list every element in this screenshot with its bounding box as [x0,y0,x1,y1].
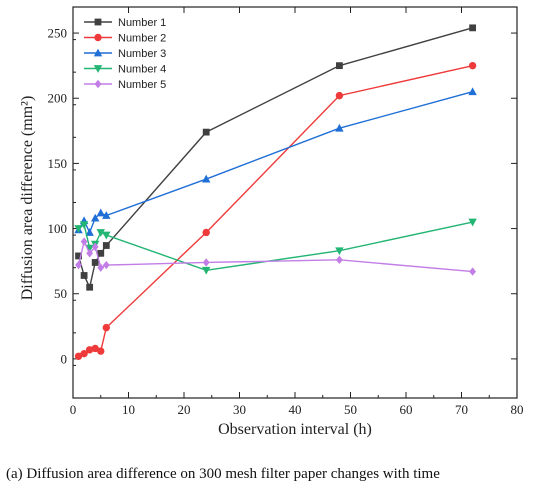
legend-label: Number 3 [118,48,166,60]
data-point [91,242,99,252]
data-point [96,229,105,237]
legend-label: Number 2 [118,33,166,45]
legend-marker [94,18,102,26]
data-point [469,24,476,32]
data-point [97,249,105,257]
data-point [96,208,105,217]
data-point [91,213,100,222]
data-point [80,237,88,246]
legend-item: Number 5 [84,79,166,91]
line-chart: 0 10 20 30 40 50 60 70 80 0 50 100 150 200 250 Number … [19,6,524,438]
series-5 [75,237,476,276]
data-point [468,61,477,70]
y-tick-label: 250 [48,26,68,41]
data-point [102,231,111,240]
data-point [91,344,99,353]
x-tick-label: 40 [289,402,302,417]
figure-caption: (a) Diffusion area difference on 300 mes… [6,466,440,483]
data-point [75,252,82,260]
data-point [86,283,94,291]
legend-item: Number 2 [84,33,166,45]
x-tick-label: 10 [122,402,135,417]
legend-label: Number 5 [118,79,166,91]
y-tick-label: 0 [61,351,68,366]
legend-marker [94,79,102,89]
data-point [79,221,89,230]
data-point [202,174,211,183]
data-point [102,211,111,219]
x-tick-label: 30 [233,402,246,417]
data-point [74,352,83,360]
data-point [85,346,94,354]
y-tick-label: 50 [54,286,67,301]
caption-label: (a) [6,466,23,482]
data-point [336,62,343,70]
x-tick-label: 0 [70,402,77,417]
data-point [469,267,476,276]
data-point [80,349,88,358]
x-tick-label: 50 [344,402,357,417]
x-tick-label: 20 [178,402,191,417]
legend: Number 1 Number 2 Number 3 Number 4 Number 5 [84,17,166,91]
data-point [102,260,110,270]
y-axis-title: Diffusion area difference (mm²) [19,96,36,301]
data-point [202,258,210,267]
data-point [80,272,88,279]
legend-item: Number 1 [84,17,166,29]
legend-label: Number 1 [118,17,166,29]
series-2 [74,61,477,360]
data-point [102,242,110,249]
data-point [335,247,344,256]
data-point [74,225,83,233]
series-line [78,221,473,271]
axes: 0 10 20 30 40 50 60 70 80 0 50 100 150 200 250 [48,6,524,417]
x-axis-title: Observation interval (h) [218,421,372,438]
data-point [335,123,344,132]
data-point [91,259,99,266]
data-point [75,260,82,270]
data-point [202,228,210,237]
y-tick-label: 150 [48,156,68,171]
series-1 [75,24,476,291]
legend-item: Number 3 [84,48,166,60]
legend-label: Number 4 [118,64,166,76]
legend-marker [93,65,103,73]
x-tick-label: 80 [511,402,524,417]
legend-marker [94,33,102,42]
legend-marker [93,48,103,57]
data-point [85,228,94,236]
data-point [102,323,111,332]
data-point [85,244,94,253]
data-point [468,218,477,227]
data-point [335,91,344,100]
data-point [86,249,94,258]
series-layer [74,24,477,360]
data-point [97,347,105,355]
x-tick-label: 70 [455,402,468,417]
caption-text: Diffusion area difference on 300 mesh fi… [26,466,440,482]
x-tick-label: 60 [400,402,413,417]
data-point [336,255,343,265]
y-tick-label: 100 [48,221,68,236]
data-point [468,87,477,96]
data-point [202,266,211,275]
data-point [97,263,105,272]
y-tick-label: 200 [48,91,68,106]
data-point [202,128,210,136]
legend-item: Number 4 [84,64,166,76]
